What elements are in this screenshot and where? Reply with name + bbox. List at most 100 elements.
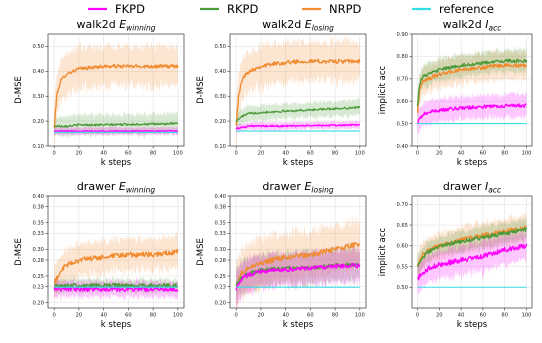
x-tick-label: 0 — [416, 151, 419, 157]
axes-frame — [47, 195, 185, 309]
chart-title-prefix: drawer — [443, 180, 482, 193]
chart-title-subscript: winning — [126, 186, 156, 195]
y-tick-label: 0.35 — [32, 220, 44, 226]
x-tick-label: 40 — [458, 151, 465, 157]
legend: FKPD RKPD NRPD reference — [88, 2, 494, 16]
series-line-fkpd — [53, 286, 179, 293]
axes-frame — [47, 33, 185, 147]
x-tick-label: 0 — [416, 313, 419, 319]
x-tick-label: 40 — [282, 313, 289, 319]
y-tick-label: 0.28 — [214, 258, 226, 264]
axes-frame — [411, 195, 533, 309]
chart-title-symbol: E — [304, 180, 311, 193]
legend-label: RKPD — [227, 2, 258, 16]
y-tick-label: 0.28 — [32, 258, 44, 264]
plot-area — [53, 40, 179, 146]
y-tick-label: 0.60 — [396, 99, 408, 105]
y-tick-label: 0.23 — [214, 284, 226, 290]
x-tick-label: 60 — [480, 313, 487, 319]
x-tick-label: 100 — [522, 313, 532, 319]
x-axis-label: k steps — [283, 158, 314, 168]
series-line-nrpd — [53, 249, 179, 284]
axes-frame — [229, 195, 367, 309]
y-tick-label: 0.40 — [396, 144, 408, 150]
chart-title-symbol: E — [119, 18, 126, 31]
x-tick-label: 80 — [501, 151, 508, 157]
y-tick-label: 0.50 — [396, 285, 408, 291]
y-tick-label: 0.20 — [214, 300, 226, 306]
x-tick-label: 0 — [53, 151, 56, 157]
band-fkpd — [236, 244, 360, 307]
chart-title: walk2d Iacc — [443, 18, 503, 33]
y-tick-label: 0.80 — [396, 54, 408, 60]
y-tick-label: 0.20 — [32, 300, 44, 306]
legend-label: reference — [439, 2, 494, 16]
y-tick-label: 0.35 — [214, 220, 226, 226]
x-tick-label: 20 — [436, 151, 443, 157]
y-tick-label: 0.25 — [214, 274, 226, 280]
x-tick-label: 100 — [173, 313, 183, 319]
y-tick-label: 0.38 — [32, 204, 44, 210]
y-tick-label: 0.70 — [396, 202, 408, 208]
chart-title-prefix: walk2d — [262, 18, 301, 31]
plot-area — [235, 215, 361, 308]
y-tick-label: 0.50 — [32, 44, 44, 50]
legend-item-nrpd: NRPD — [302, 2, 362, 16]
x-tick-label: 20 — [258, 313, 265, 319]
series-line-nrpd — [235, 241, 361, 289]
y-axis-label: implicit acc — [378, 65, 388, 114]
axes-frame — [229, 33, 367, 147]
y-axis-label: D-MSE — [196, 76, 206, 104]
plot-area — [416, 45, 528, 135]
y-tick-label: 0.40 — [32, 194, 44, 200]
chart-panel-1: 0 20 40 60 80 100 0.10 0.20 0.30 0.40 0.50 k steps D… — [14, 18, 185, 168]
y-tick-label: 0.90 — [396, 32, 408, 38]
chart-title-symbol: E — [305, 18, 312, 31]
series-line-nrpd — [235, 58, 361, 126]
y-tick-label: 0.23 — [32, 284, 44, 290]
band-nrpd — [54, 231, 178, 303]
legend-label: FKPD — [115, 2, 145, 16]
x-tick-label: 100 — [355, 313, 365, 319]
series-line-rkpd — [54, 122, 179, 128]
y-tick-label: 0.65 — [396, 223, 408, 229]
band-fkpd — [236, 120, 360, 135]
legend-item-rkpd: RKPD — [200, 2, 258, 16]
chart-title: drawer Ewinning — [77, 180, 156, 195]
series-line-fkpd — [235, 123, 360, 130]
x-tick-label: 100 — [173, 151, 183, 157]
y-axis-label: implicit acc — [378, 227, 388, 276]
chart-panel-5: 0 20 40 60 80 100 0.20 0.23 0.25 0.28 0.30 0.33 0.35… — [196, 180, 367, 330]
plot-area — [235, 35, 361, 146]
legend-item-fkpd: FKPD — [88, 2, 145, 16]
y-tick-label: 0.70 — [396, 77, 408, 83]
series-line-rkpd — [416, 58, 528, 106]
series-line-nrpd — [416, 62, 528, 113]
legend-item-reference: reference — [412, 2, 494, 16]
x-tick-label: 40 — [282, 151, 289, 157]
band-fkpd — [417, 90, 527, 135]
series-line-fkpd — [417, 243, 528, 281]
series-line-nrpd — [53, 63, 179, 129]
x-tick-label: 60 — [480, 151, 487, 157]
series-line-fkpd — [416, 103, 527, 125]
band-rkpd — [417, 45, 527, 116]
band-rkpd — [54, 111, 178, 141]
y-tick-label: 0.20 — [214, 119, 226, 125]
y-tick-label: 0.30 — [214, 94, 226, 100]
y-tick-label: 0.10 — [214, 144, 226, 150]
x-tick-label: 0 — [235, 313, 238, 319]
x-tick-label: 80 — [332, 313, 339, 319]
chart-title-subscript: winning — [126, 24, 156, 33]
x-tick-label: 80 — [501, 313, 508, 319]
x-tick-label: 40 — [100, 313, 107, 319]
chart-panel-3: 0 20 40 60 80 100 0.40 0.50 0.60 0.70 0.80 0.90 k st… — [378, 18, 533, 168]
series-line-fkpd — [53, 129, 179, 133]
plot-area — [53, 231, 179, 303]
y-tick-label: 0.38 — [214, 204, 226, 210]
x-tick-label: 100 — [355, 151, 365, 157]
y-tick-label: 0.60 — [396, 244, 408, 250]
y-axis-label: D-MSE — [196, 238, 206, 266]
plot-area — [416, 212, 528, 297]
